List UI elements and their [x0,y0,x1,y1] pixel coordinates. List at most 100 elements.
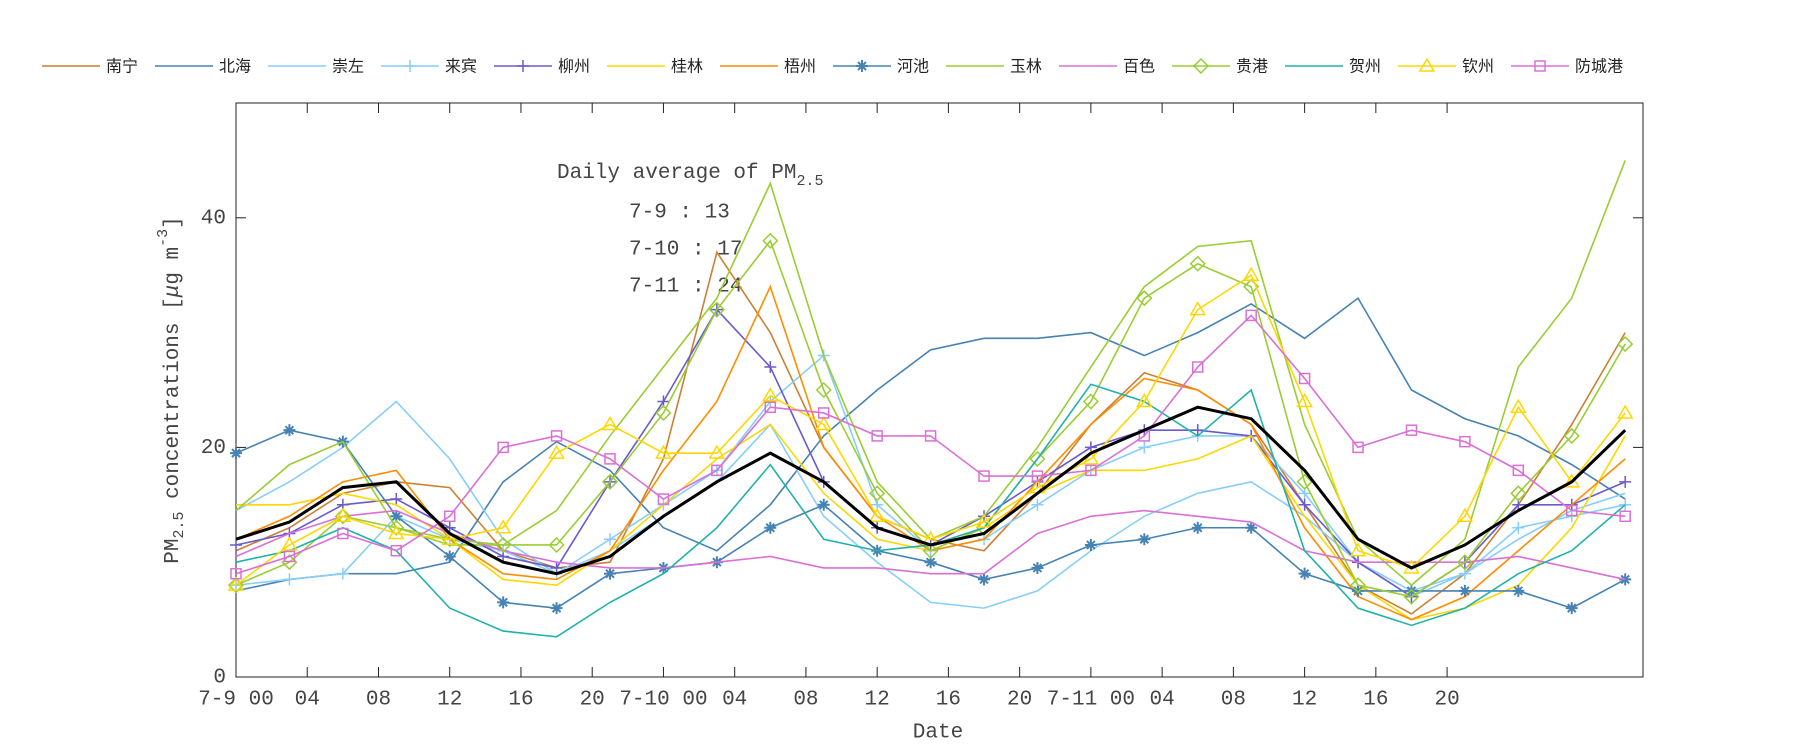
marker [390,493,403,506]
x-tick-label: 20 [1434,689,1459,712]
legend-label: 柳州 [558,57,590,76]
marker [1031,561,1044,574]
marker [1082,450,1100,465]
marker [1031,470,1044,482]
marker [1245,521,1258,534]
marker [815,381,832,399]
marker [495,536,512,554]
legend-label: 来宾 [445,57,477,76]
legend-label: 贺州 [1349,57,1381,76]
marker [1189,301,1207,316]
x-tick-label: 12 [437,689,462,712]
marker [1616,404,1634,419]
legend-marker [1192,57,1210,75]
marker [1566,504,1578,517]
legend-label: 防城港 [1575,57,1623,76]
legend-marker [1534,60,1546,72]
marker [1405,584,1418,597]
marker [1510,398,1527,413]
x-tick-label: 08 [366,689,391,712]
marker [441,530,459,545]
annotation-title: Daily average of PM2.5 [557,162,823,190]
marker [1619,475,1632,488]
x-axis-label: Date [913,722,963,745]
marker [227,577,245,594]
annotation-sub: 2.5 [796,173,823,190]
marker [871,430,883,442]
legend-label: 钦州 [1462,57,1494,76]
y-label-part: -3 [155,229,172,247]
x-tick-label: 12 [865,689,890,712]
marker [337,527,349,540]
x-tick-label: 08 [793,689,818,712]
marker [1512,464,1525,477]
marker [1189,255,1206,272]
marker [1565,602,1578,615]
marker [1136,392,1153,408]
x-tick-label: 20 [1007,689,1032,712]
marker [1296,392,1313,408]
marker [1296,473,1313,490]
marker [390,544,403,557]
marker [604,453,616,465]
marker [657,493,670,505]
legend-label: 北海 [219,57,251,76]
marker [815,415,833,431]
y-tick-label: 0 [213,667,226,690]
marker [1510,485,1527,502]
marker [283,424,296,437]
series-line [235,274,1626,586]
marker [1456,507,1474,523]
marker [1031,498,1044,511]
marker [230,538,242,551]
marker [1619,510,1631,523]
marker [1405,424,1418,436]
marker [230,567,242,580]
marker [924,430,937,442]
x-tick-label: 16 [1363,689,1388,712]
x-tick-label: 7-11 00 [1047,689,1135,712]
y-label-part: ] [162,216,185,229]
plot-frame [235,102,1644,678]
marker [336,567,349,580]
marker [1082,393,1099,410]
marker [1512,584,1525,597]
marker [1619,573,1632,586]
marker [601,473,619,490]
marker [387,525,405,540]
marker [1456,554,1473,571]
marker [1242,266,1260,281]
marker [978,573,991,586]
marker [655,404,672,422]
legend-label: 南宁 [106,57,138,76]
marker [497,596,510,609]
x-tick-label: 20 [580,689,605,712]
marker [1458,584,1471,597]
y-tick-label: 20 [201,437,226,460]
y-label-part: concentrations [ [162,297,185,511]
marker [1138,533,1151,546]
marker [1352,584,1365,597]
marker [922,542,939,559]
marker [1191,521,1204,534]
marker [1085,464,1097,477]
x-tick-label: 12 [1292,689,1317,712]
legend-label: 桂林 [671,57,703,76]
marker [550,561,563,574]
marker [1619,498,1632,511]
marker [1191,424,1204,437]
marker [868,507,886,523]
x-tick-label: 08 [1221,689,1246,712]
marker [443,550,456,563]
marker [604,567,617,580]
x-tick-label: 7-9 00 [198,689,274,712]
marker [761,387,779,402]
marker [497,441,509,454]
marker [1138,441,1151,454]
series-line [235,239,1626,598]
annotation-text: Daily average of PM [557,162,796,185]
x-tick-label: 16 [508,689,533,712]
marker [655,444,672,459]
marker [764,521,777,534]
legend-marker [404,60,416,72]
